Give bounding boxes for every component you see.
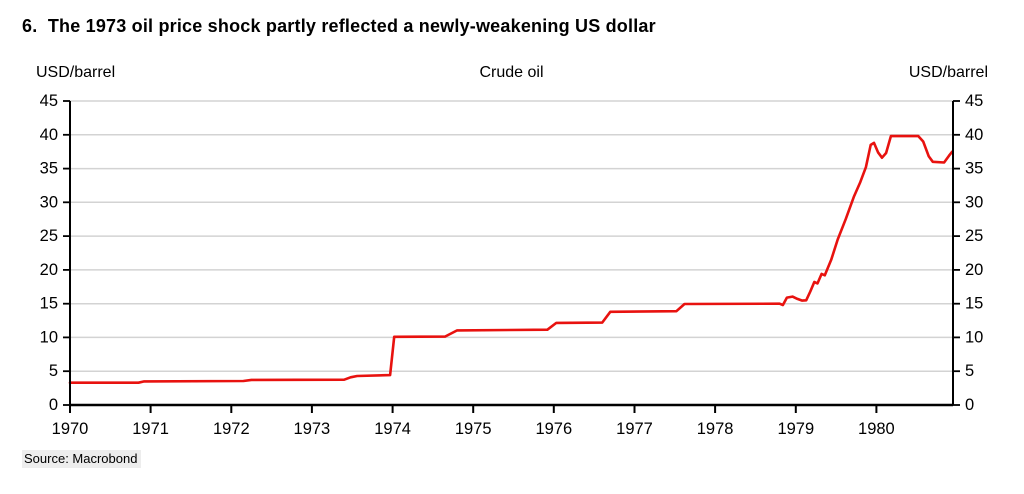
x-tick-label: 1974: [374, 420, 411, 438]
crude-oil-line: [68, 134, 954, 385]
y-tick-label-left: 20: [40, 261, 58, 279]
source-note: Source: Macrobond: [22, 450, 142, 468]
y-tick-label-right: 5: [965, 362, 974, 380]
x-tick-label: 1970: [52, 420, 89, 438]
axes: [69, 101, 954, 407]
y-tick-label-right: 35: [965, 160, 983, 178]
gridlines: [70, 100, 953, 372]
y-tick-label-left: 30: [40, 193, 58, 211]
y-tick-label-right: 40: [965, 126, 983, 144]
x-tick-labels: 1970 1971 1972 1973 1974 1975 1976 1977 1978 1979…: [52, 405, 895, 438]
crude-oil-line-chart: 0 0 5 5 10 10 15 15 20 20 25 25 30 30 35 35 40 40 45 45 1970…: [40, 92, 984, 438]
y-tick-label-right: 10: [965, 328, 983, 346]
y-tick-label-left: 10: [40, 328, 58, 346]
x-tick-label: 1978: [697, 420, 734, 438]
y-tick-label-right: 15: [965, 295, 983, 313]
x-tick-label: 1976: [535, 420, 572, 438]
x-tick-label: 1973: [294, 420, 331, 438]
y-tick-label-left: 35: [40, 160, 58, 178]
right-axis-unit-label: USD/barrel: [908, 64, 988, 81]
y-tick-label-left: 25: [40, 227, 58, 245]
x-tick-label: 1971: [132, 420, 169, 438]
y-tick-label-left: 5: [49, 362, 58, 380]
x-tick-label: 1980: [858, 420, 895, 438]
y-tick-label-left: 0: [49, 396, 58, 414]
y-tick-label-right: 0: [965, 396, 974, 414]
x-tick-label: 1972: [213, 420, 250, 438]
x-tick-label: 1979: [777, 420, 814, 438]
y-tick-label-left: 40: [40, 126, 58, 144]
y-tick-label-right: 30: [965, 193, 983, 211]
x-tick-label: 1975: [455, 420, 492, 438]
y-tick-labels: 0 0 5 5 10 10 15 15 20 20 25 25 30 30 35 35 40 40 45 45: [40, 92, 984, 414]
y-tick-label-left: 15: [40, 295, 58, 313]
y-tick-label-right: 20: [965, 261, 983, 279]
figure-title: 6. The 1973 oil price shock partly refle…: [22, 16, 656, 36]
y-tick-label-left: 45: [40, 92, 58, 110]
x-tick-label: 1977: [616, 420, 653, 438]
left-axis-unit-label: USD/barrel: [36, 64, 116, 81]
y-tick-label-right: 25: [965, 227, 983, 245]
y-tick-label-right: 45: [965, 92, 983, 110]
chart-subtitle: Crude oil: [479, 64, 544, 81]
